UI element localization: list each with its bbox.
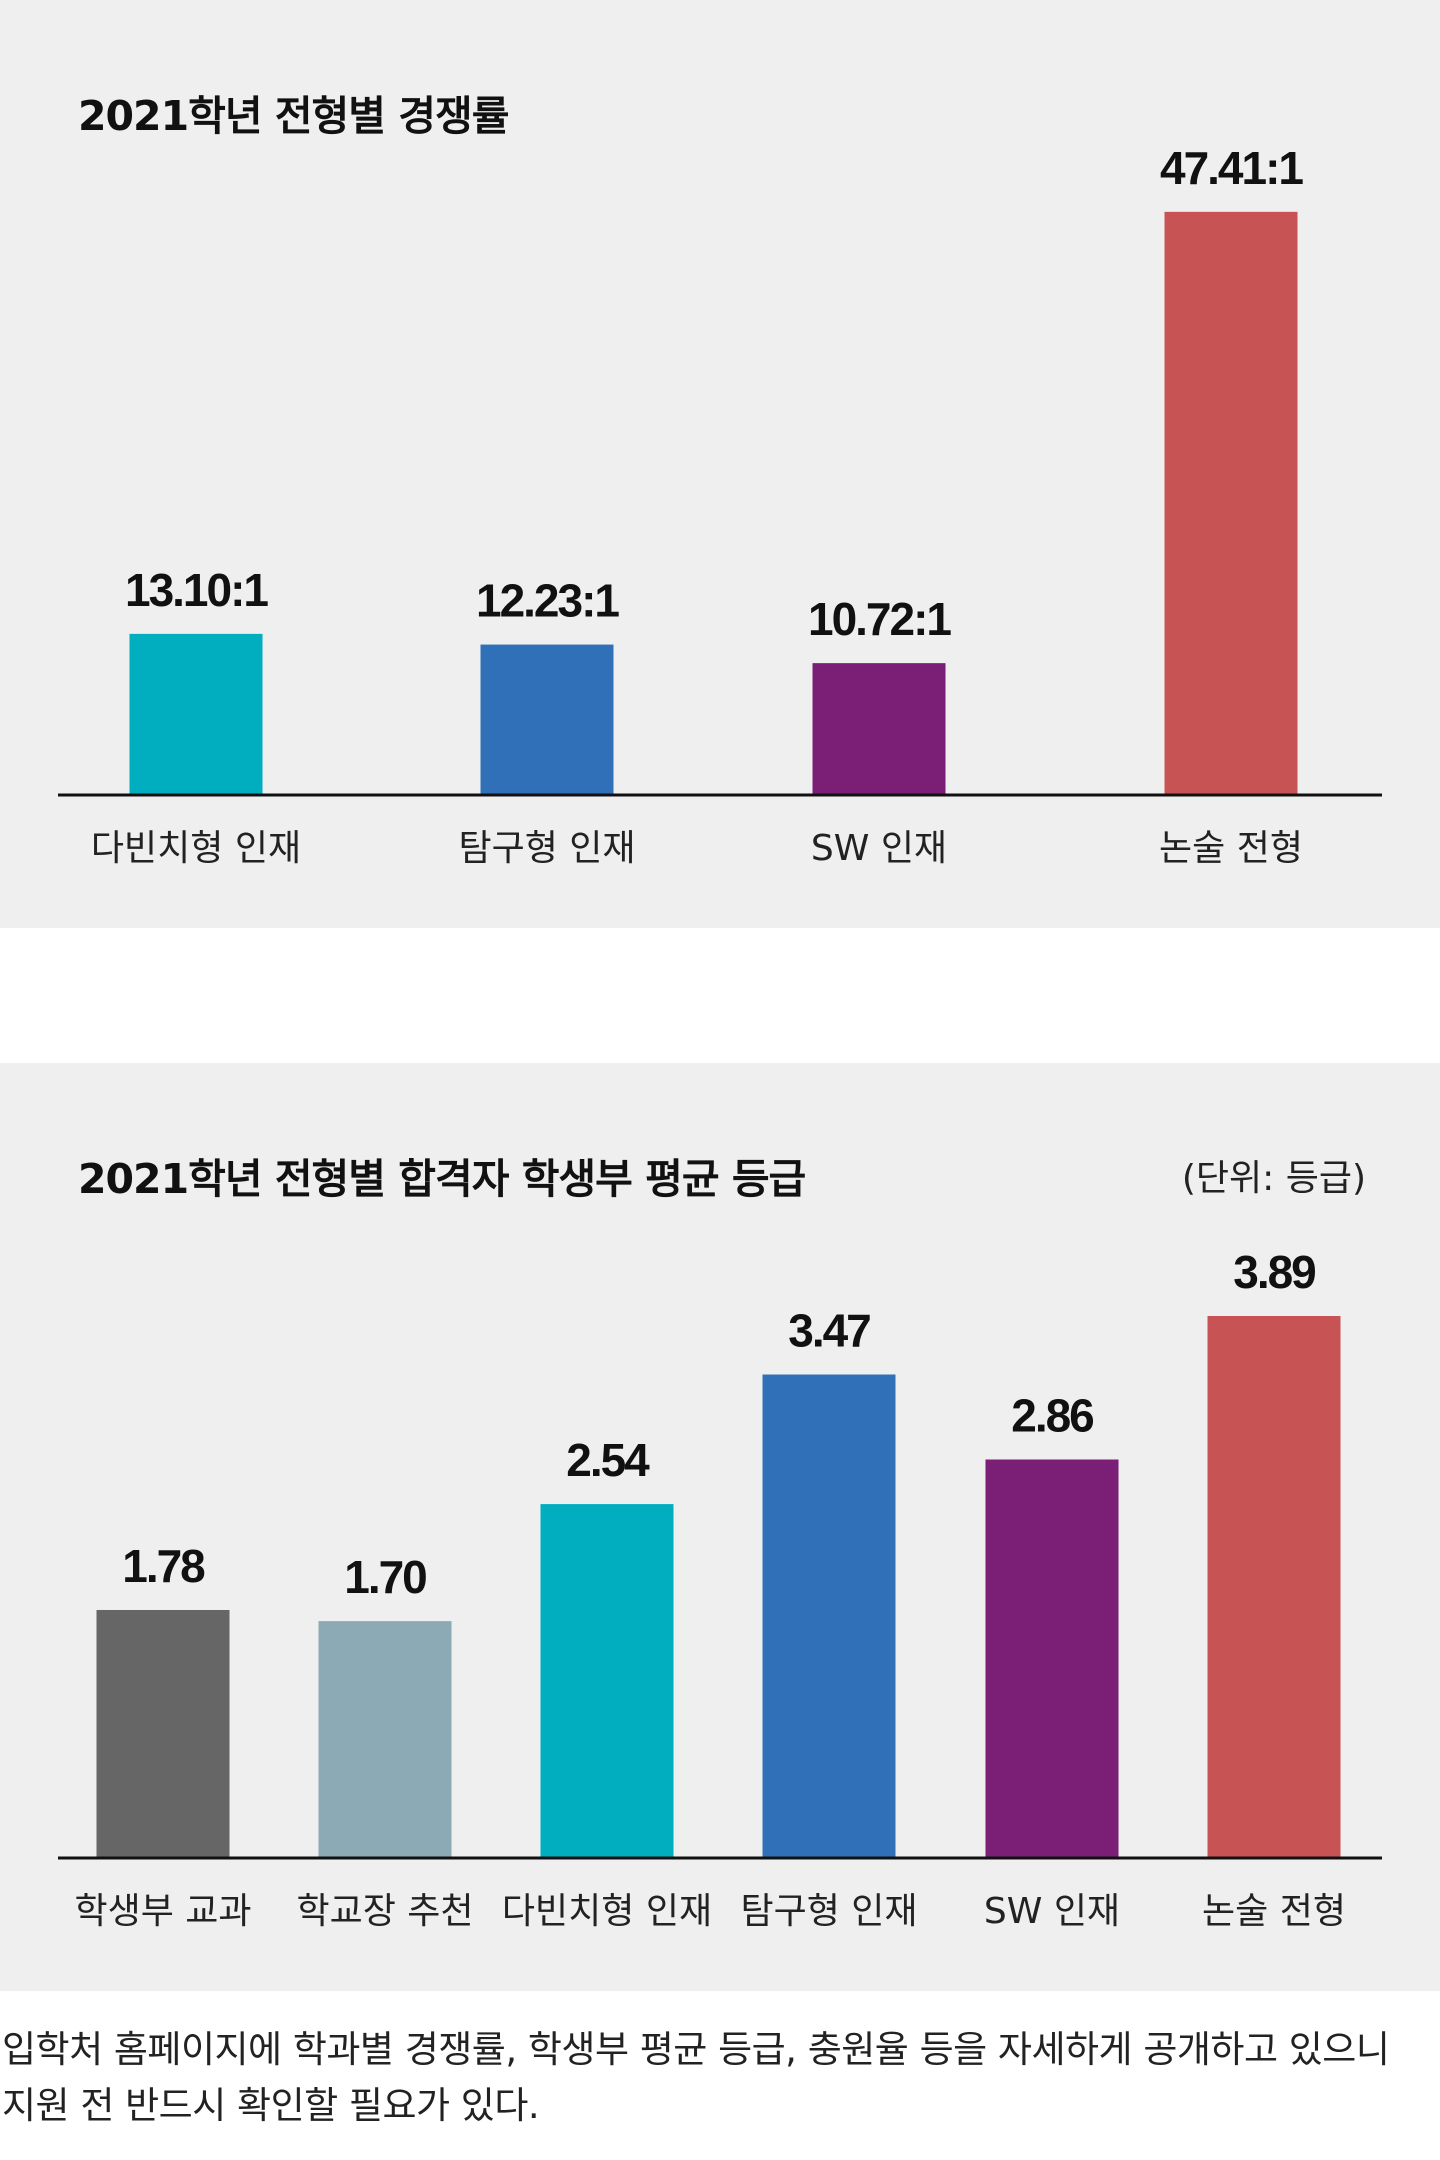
chart1-category-label-0: 다빈치형 인재 [91,828,301,869]
caption-text: 입학처 홈페이지에 학과별 경쟁률, 학생부 평균 등급, 충원율 등을 자세하… [2,2028,1390,2127]
chart2-category-label-2: 다빈치형 인재 [502,1891,712,1932]
chart1-bar-2 [812,663,946,795]
chart2-category-label-3: 탐구형 인재 [740,1891,917,1932]
chart2-value-label-2: 2.54 [566,1434,650,1486]
grade-chart: 1.78 학생부 교과 1.70 학교장 추천 2.54 다빈치형 인재 3.47 탐구형 인… [58,1246,1382,1932]
chart2-value-label-3: 3.47 [788,1305,870,1357]
chart1-value-label-2: 10.72:1 [808,593,951,645]
chart2-bar-3 [762,1374,896,1858]
competition-rate-chart: 13.10:1 다빈치형 인재 12.23:1 탐구형 인재 10.72:1 SW 인재 4… [58,142,1382,869]
chart1-bar-0 [129,633,263,795]
chart1-bar-1 [480,644,614,795]
chart1-value-label-1: 12.23:1 [476,575,619,627]
competition-rate-chart-panel: 2021학년 전형별 경쟁률 13.10:1 다빈치형 인재 12.23:1 탐구형 … [0,0,1440,928]
chart2-bar-4 [985,1459,1119,1858]
chart2-bar-5 [1207,1315,1341,1858]
chart2-value-label-4: 2.86 [1011,1390,1093,1442]
chart2-bar-0 [96,1609,230,1858]
grade-chart-panel: 2021학년 전형별 합격자 학생부 평균 등급 (단위: 등급) 1.78 학생… [0,1063,1440,1991]
chart2-category-label-1: 학교장 추천 [296,1891,473,1932]
chart1-category-label-2: SW 인재 [811,828,947,869]
chart2-bar-1 [318,1621,452,1858]
chart2-unit-note: (단위: 등급) [1181,1158,1366,1199]
chart2-category-label-4: SW 인재 [984,1891,1120,1932]
chart1-category-label-3: 논술 전형 [1159,828,1303,869]
chart2-value-label-0: 1.78 [122,1540,205,1592]
chart1-bar-3 [1164,211,1298,795]
chart2-value-label-5: 3.89 [1233,1246,1315,1298]
chart2-category-label-5: 논술 전형 [1202,1891,1346,1932]
chart1-value-label-0: 13.10:1 [125,564,268,616]
chart2-title: 2021학년 전형별 합격자 학생부 평균 등급 [78,1155,806,1203]
chart1-category-label-1: 탐구형 인재 [458,828,635,869]
chart2-value-label-1: 1.70 [344,1551,426,1603]
chart1-title: 2021학년 전형별 경쟁률 [78,92,509,140]
chart1-value-label-3: 47.41:1 [1160,142,1303,194]
chart2-bar-2 [540,1504,674,1858]
chart2-category-label-0: 학생부 교과 [74,1891,251,1932]
